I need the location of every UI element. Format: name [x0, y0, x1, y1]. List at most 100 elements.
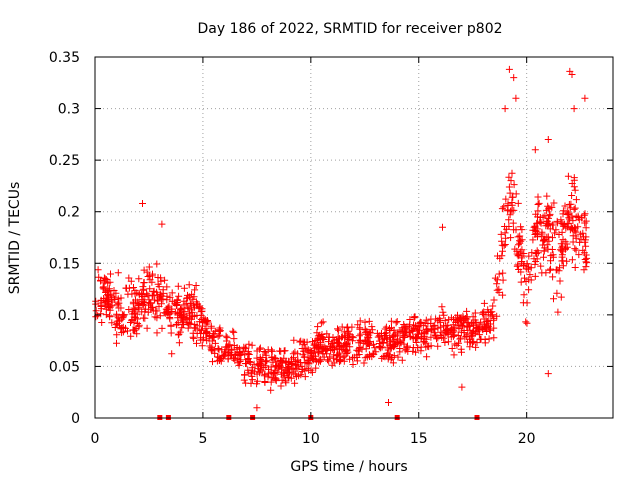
- data-point: [420, 329, 428, 337]
- data-point: [173, 296, 181, 304]
- data-point: [193, 312, 201, 319]
- data-point: [387, 345, 395, 353]
- data-point: [534, 207, 542, 215]
- data-point: [495, 285, 503, 293]
- data-point: [423, 353, 431, 361]
- data-point: [272, 363, 279, 371]
- data-point: [529, 236, 537, 244]
- data-point: [282, 358, 290, 366]
- data-point: [267, 386, 275, 394]
- data-point: [468, 339, 476, 346]
- data-point: [551, 229, 559, 237]
- data-point: [565, 211, 572, 219]
- data-point: [366, 338, 374, 346]
- data-point: [328, 361, 336, 369]
- data-point: [269, 356, 277, 364]
- data-point: [441, 339, 449, 346]
- data-point: [523, 260, 531, 268]
- data-point: [471, 316, 479, 324]
- data-point: [153, 297, 161, 305]
- data-point: [543, 192, 551, 200]
- x-tick-label: 15: [410, 431, 428, 447]
- data-point: [357, 330, 365, 338]
- data-point: [192, 282, 200, 289]
- y-tick-label: 0: [71, 411, 80, 427]
- data-point: [229, 354, 237, 362]
- data-point: [528, 249, 536, 257]
- data-point: [572, 196, 580, 204]
- x-tick-label: 20: [518, 431, 536, 447]
- data-point: [383, 339, 391, 347]
- data-point: [289, 350, 297, 358]
- data-point: [396, 345, 404, 352]
- data-point: [300, 340, 308, 348]
- data-point: [538, 230, 546, 238]
- data-point: [245, 358, 253, 365]
- data-point: [361, 318, 369, 326]
- data-point: [526, 271, 534, 279]
- data-point: [440, 322, 447, 330]
- data-point: [558, 247, 566, 255]
- y-tick-label: 0.05: [49, 359, 80, 375]
- data-point: [145, 263, 153, 271]
- data-point: [177, 313, 185, 321]
- data-point: [444, 338, 452, 346]
- data-point: [335, 326, 343, 334]
- data-point: [185, 320, 193, 328]
- data-point: [455, 325, 463, 333]
- data-point: [178, 304, 186, 312]
- data-point: [371, 344, 379, 352]
- data-point: [250, 360, 258, 368]
- data-point: [498, 237, 506, 245]
- data-point: [406, 328, 414, 336]
- data-point: [214, 332, 222, 340]
- data-point: [341, 334, 349, 342]
- data-point: [524, 265, 532, 273]
- data-point: [314, 336, 322, 344]
- data-point: [356, 317, 364, 325]
- data-point: [235, 352, 243, 359]
- data-point: [571, 245, 579, 253]
- data-point: [365, 317, 373, 325]
- data-point: [211, 327, 219, 335]
- data-point: [356, 324, 364, 332]
- data-point: [206, 342, 214, 350]
- data-point: [545, 205, 553, 213]
- data-point: [459, 312, 467, 320]
- data-point: [134, 320, 142, 327]
- data-point: [414, 344, 422, 352]
- data-point: [145, 296, 153, 304]
- data-point: [571, 264, 579, 271]
- data-point: [539, 213, 547, 221]
- data-point: [178, 324, 186, 332]
- data-point: [578, 214, 586, 222]
- data-point: [377, 344, 385, 352]
- data-point: [557, 293, 565, 301]
- data-point: [513, 262, 521, 270]
- data-point: [532, 258, 540, 265]
- data-point: [298, 368, 306, 376]
- data-point: [144, 273, 152, 280]
- data-point: [456, 335, 464, 343]
- data-point: [580, 266, 588, 274]
- data-point: [189, 329, 197, 337]
- data-point: [285, 364, 293, 372]
- data-point: [471, 309, 479, 317]
- data-point: [435, 314, 443, 322]
- data-point: [383, 349, 391, 357]
- data-point: [510, 206, 518, 214]
- data-point: [410, 325, 418, 332]
- data-point: [164, 311, 172, 319]
- data-point: [349, 361, 357, 368]
- data-point: [349, 334, 357, 342]
- data-point: [154, 274, 162, 281]
- data-point: [92, 297, 100, 305]
- data-point: [495, 270, 503, 278]
- data-point: [514, 199, 522, 207]
- data-point: [545, 214, 552, 222]
- data-point: [314, 348, 322, 356]
- data-point: [113, 331, 121, 339]
- data-point: [129, 300, 137, 308]
- data-point: [357, 337, 364, 345]
- data-point: [342, 341, 350, 349]
